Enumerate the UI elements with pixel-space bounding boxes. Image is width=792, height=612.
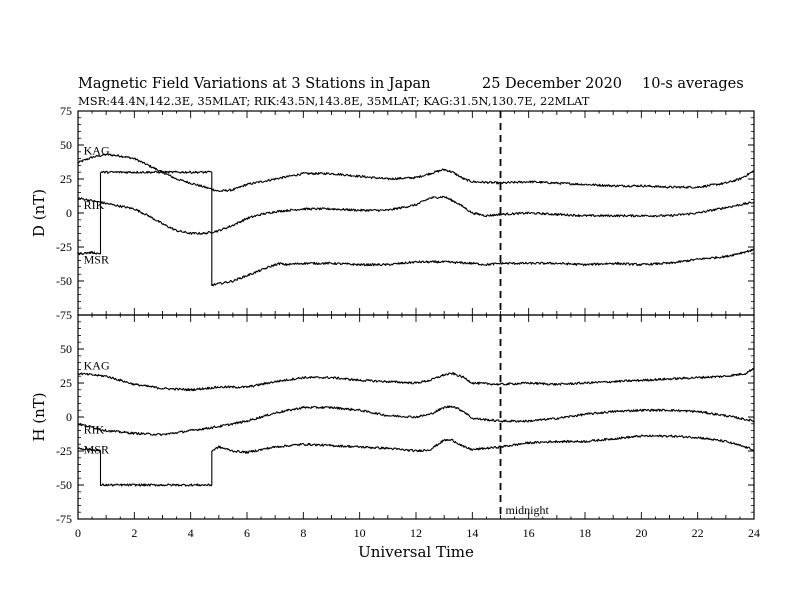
y-axis-label: D (nT) [30, 189, 48, 237]
y-tick-label: 50 [60, 342, 72, 356]
x-tick-label: 14 [466, 526, 478, 540]
y-tick-label: 25 [60, 172, 72, 186]
series-label-msr: MSR [84, 443, 109, 457]
y-tick-label: -50 [56, 274, 72, 288]
chart-subtitle: MSR:44.4N,142.3E, 35MLAT; RIK:43.5N,143.… [78, 94, 590, 108]
chart-date: 25 December 2020 [482, 76, 622, 92]
y-tick-label: -50 [56, 478, 72, 492]
y-tick-label: -75 [56, 308, 72, 322]
x-tick-label: 12 [410, 526, 422, 540]
x-tick-label: 0 [75, 526, 81, 540]
x-tick-label: 18 [579, 526, 591, 540]
y-tick-label: 0 [66, 410, 72, 424]
series-line-rik [77, 195, 755, 235]
x-tick-label: 16 [523, 526, 535, 540]
x-tick-label: 2 [131, 526, 137, 540]
series-line-kag [77, 367, 755, 392]
series-line-rik [77, 405, 755, 437]
panel-frame [77, 110, 755, 316]
series-label-rik: RIK [84, 198, 105, 212]
series-label-kag: KAG [84, 144, 110, 158]
x-tick-label: 8 [300, 526, 306, 540]
y-tick-label: -25 [56, 240, 72, 254]
y-axis-label: H (nT) [30, 392, 48, 441]
series-line-kag [77, 153, 755, 193]
x-axis-label: Universal Time [358, 543, 474, 561]
series-label-kag: KAG [84, 358, 110, 372]
y-tick-label: 0 [66, 206, 72, 220]
y-tick-label: 50 [60, 138, 72, 152]
x-tick-label: 22 [692, 526, 704, 540]
y-tick-label: 75 [60, 104, 72, 118]
x-tick-label: 24 [748, 526, 760, 540]
x-tick-label: 6 [244, 526, 250, 540]
y-tick-label: 25 [60, 376, 72, 390]
x-tick-label: 10 [354, 526, 366, 540]
chart-averaging: 10-s averages [642, 76, 744, 92]
midnight-label: midnight [506, 503, 550, 517]
x-tick-label: 20 [635, 526, 647, 540]
x-tick-label: 4 [188, 526, 194, 540]
chart-title: Magnetic Field Variations at 3 Stations … [78, 76, 431, 92]
y-tick-label: -25 [56, 444, 72, 458]
series-line-msr [77, 434, 755, 487]
series-label-msr: MSR [84, 252, 109, 266]
y-tick-label: -75 [56, 512, 72, 526]
series-line-msr [77, 170, 755, 287]
series-label-rik: RIK [84, 422, 105, 436]
plot-area: 75 50 25 0 -25 -50 -75 D (nT) KAG RIK MSR 50 25 0 -25 -… [30, 104, 760, 540]
